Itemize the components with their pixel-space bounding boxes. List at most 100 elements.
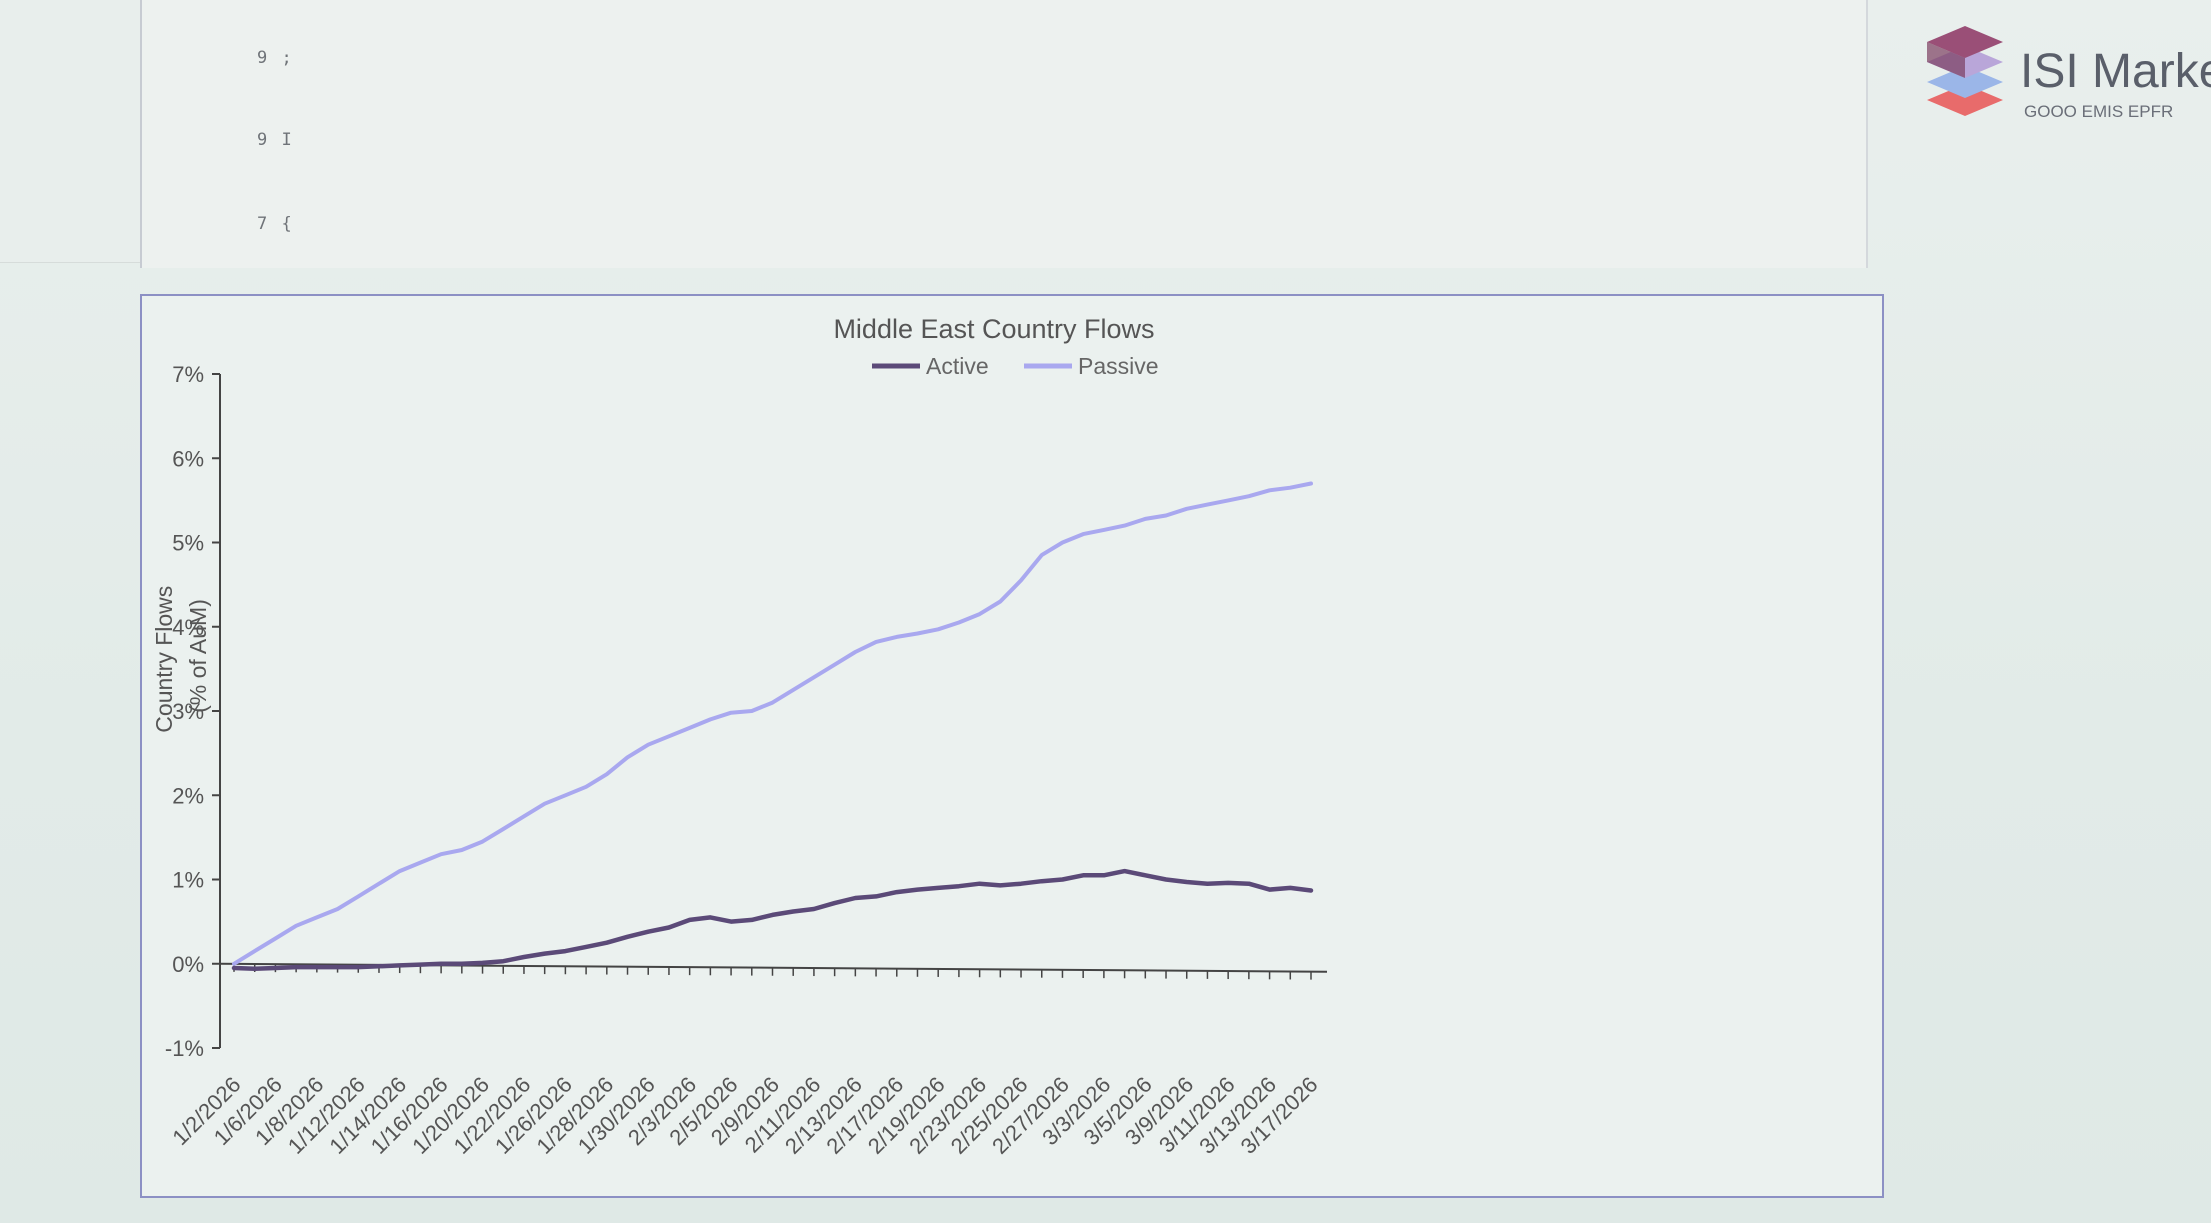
data-point-active [1020, 882, 1022, 885]
data-point-active [1185, 881, 1188, 883]
left-margin-strip [0, 0, 140, 263]
data-point-passive [606, 773, 608, 775]
data-point-passive [647, 743, 649, 746]
series-line-passive [232, 481, 1313, 966]
chart-axes: -1%0%1%2%3%4%5%6%7%1/2/20261/6/20261/8/2… [165, 362, 1328, 1159]
data-point-passive [958, 621, 960, 624]
data-point-passive [709, 718, 712, 721]
data-point-passive [481, 840, 484, 843]
y-tick-label: 3% [172, 699, 204, 724]
data-point-passive [978, 613, 981, 615]
data-point-active [647, 930, 649, 933]
data-point-passive [523, 815, 525, 818]
series-line-active [231, 868, 1314, 972]
data-point-passive [461, 849, 463, 851]
data-point-active [1144, 874, 1147, 877]
data-point-passive [1040, 554, 1043, 556]
data-point-passive [253, 950, 256, 952]
data-point-passive [626, 756, 629, 759]
data-point-passive [833, 663, 836, 666]
data-point-active [688, 919, 691, 921]
y-tick-label: 4% [172, 615, 204, 640]
data-point-passive [419, 861, 422, 864]
data-point-active [543, 952, 546, 955]
data-point-active [1227, 882, 1229, 884]
data-point-passive [937, 628, 939, 631]
data-point-active [1123, 870, 1126, 872]
data-point-active [523, 956, 525, 958]
data-point-active [854, 897, 857, 899]
upper-chart-tick-3: 7 { [257, 214, 294, 234]
data-point-active [916, 888, 919, 891]
data-point-passive [1206, 503, 1209, 506]
y-tick-label: 0% [172, 952, 204, 977]
layers-logo-icon [1927, 26, 2003, 116]
data-point-active [378, 965, 380, 968]
y-tick-label: 7% [172, 362, 204, 387]
data-point-passive [1020, 579, 1022, 582]
data-point-active [958, 885, 960, 887]
data-point-passive [1123, 524, 1126, 527]
data-point-passive [771, 701, 774, 704]
data-point-passive [378, 882, 380, 885]
data-point-passive [357, 895, 360, 898]
data-point-passive [1310, 482, 1312, 485]
data-point-active [316, 966, 318, 968]
data-point-passive [440, 853, 442, 855]
y-tick-label: -1% [165, 1036, 204, 1061]
data-point-active [833, 902, 836, 904]
data-point-active [233, 967, 235, 969]
data-point-active [1082, 874, 1084, 877]
data-point-active [1248, 882, 1250, 885]
legend-label-passive: Passive [1078, 353, 1159, 379]
data-point-passive [854, 651, 857, 653]
y-axis-label: Country Flows (% of AuM) [151, 579, 211, 732]
data-point-active [999, 884, 1002, 887]
data-point-passive [751, 710, 753, 712]
chart-frame: Middle East Country Flows Active Passive… [140, 294, 1884, 1198]
data-point-active [668, 926, 670, 929]
data-point-active [1268, 888, 1271, 891]
chart-series [231, 481, 1314, 972]
data-point-active [295, 966, 297, 968]
data-point-passive [896, 636, 898, 638]
data-point-passive [1165, 514, 1167, 517]
data-point-active [730, 920, 732, 923]
data-point-passive [585, 786, 587, 788]
data-point-active [440, 963, 442, 965]
data-point-active [419, 963, 422, 966]
data-point-active [1061, 878, 1064, 881]
data-point-active [896, 891, 898, 893]
data-point-active [398, 964, 401, 967]
upper-chart-panel: 9 ; 9 I 7 { [140, 0, 1868, 268]
data-point-active [751, 919, 753, 921]
data-point-active [585, 946, 587, 948]
data-point-active [1103, 874, 1105, 877]
data-point-active [481, 962, 484, 964]
data-point-active [1289, 887, 1292, 889]
data-point-passive [1082, 533, 1084, 535]
chart-title: Middle East Country Flows [833, 314, 1154, 344]
data-point-active [502, 960, 505, 962]
data-point-active [253, 968, 256, 970]
y-tick-label: 5% [172, 531, 204, 556]
data-point-active [1165, 878, 1167, 881]
y-tick-label: 2% [172, 783, 204, 808]
data-point-active [1310, 889, 1312, 892]
data-point-active [336, 966, 339, 968]
data-point-passive [813, 676, 815, 679]
data-point-passive [336, 908, 339, 910]
data-point-active [792, 910, 794, 913]
logo-partners: GOOO EMIS EPFR [2024, 102, 2174, 121]
data-point-passive [668, 735, 670, 738]
y-tick-label: 1% [172, 868, 204, 893]
data-point-passive [1061, 541, 1064, 544]
upper-chart-tick-1: 9 ; [257, 48, 294, 68]
data-point-passive [274, 937, 277, 940]
data-point-passive [233, 963, 235, 965]
data-point-passive [502, 828, 505, 830]
y-tick-label: 6% [172, 446, 204, 471]
data-point-passive [875, 641, 877, 643]
data-point-passive [398, 870, 401, 872]
data-point-active [1206, 882, 1209, 885]
